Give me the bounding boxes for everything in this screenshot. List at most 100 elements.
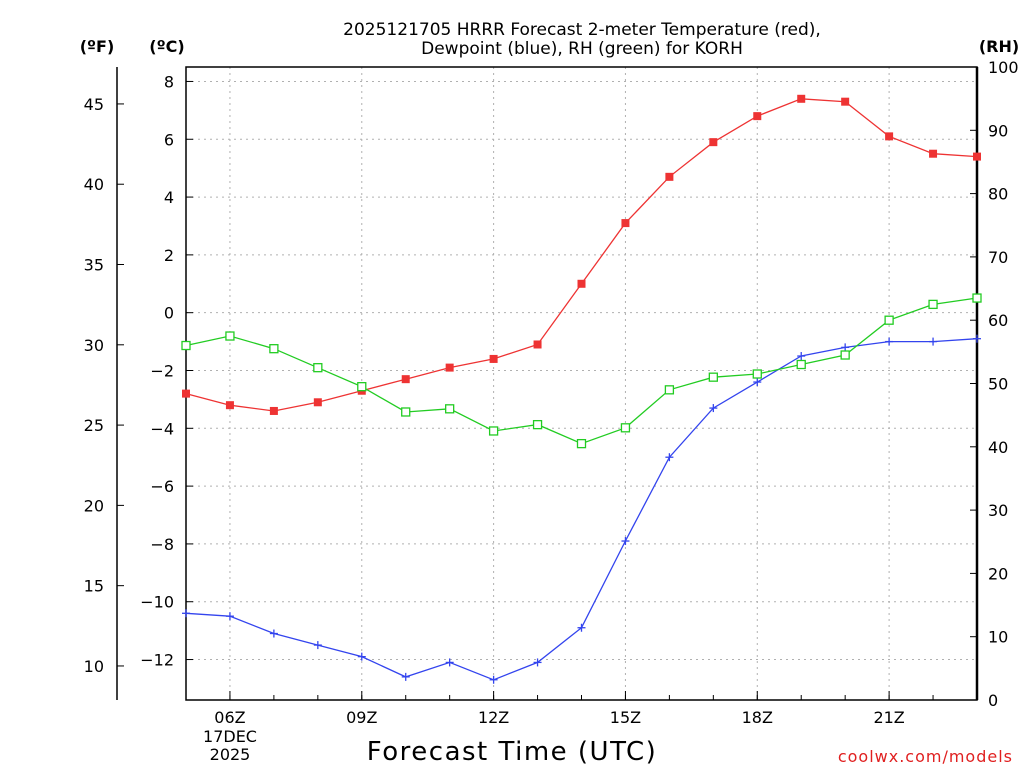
rh-point	[532, 419, 543, 430]
rh-point	[181, 340, 191, 351]
x-axis-title: Forecast Time (UTC)	[367, 737, 658, 767]
credit-text: coolwx.com/models	[838, 747, 1013, 766]
celsius-tick-label: 4	[164, 188, 174, 207]
temperature-point	[973, 152, 981, 161]
x-tick-label: 18Z	[742, 708, 773, 727]
temperature-point	[269, 406, 278, 415]
temperature-point	[401, 375, 410, 384]
fahrenheit-unit-label: (ºF)	[80, 37, 115, 56]
rh-point	[225, 331, 235, 341]
fahrenheit-tick-label: 15	[84, 577, 104, 596]
series-layer	[181, 94, 982, 684]
dewpoint-point	[357, 652, 366, 661]
dewpoint-point	[973, 334, 981, 343]
dewpoint-point	[577, 623, 586, 632]
dewpoint-point	[182, 609, 190, 618]
rh-point	[972, 293, 982, 303]
rh-point	[313, 363, 323, 373]
rh-point	[269, 344, 279, 354]
dewpoint-point	[401, 672, 410, 681]
rh-point	[752, 369, 762, 379]
rh-point	[840, 350, 850, 360]
rh-tick-label: 50	[988, 375, 1008, 394]
celsius-tick-label: 0	[164, 304, 174, 323]
celsius-tick-label: −12	[140, 651, 174, 670]
rh-tick-label: 70	[988, 248, 1008, 267]
temperature-point	[665, 172, 674, 181]
fahrenheit-tick-label: 20	[84, 496, 104, 515]
dewpoint-point	[489, 675, 498, 684]
x-tick-label: 06Z	[214, 708, 245, 727]
rh-tick-label: 40	[988, 438, 1008, 457]
temperature-point	[753, 112, 762, 121]
temperature-point	[929, 149, 938, 158]
temperature-point	[489, 354, 498, 363]
temperature-point	[885, 132, 894, 141]
rh-tick-label: 90	[988, 121, 1008, 140]
celsius-tick-label: −8	[150, 535, 174, 554]
temperature-point	[709, 138, 718, 147]
x-tick-label: 12Z	[478, 708, 509, 727]
rh-point	[620, 423, 631, 433]
celsius-tick-label: −6	[150, 477, 174, 496]
fahrenheit-tick-label: 30	[84, 336, 104, 355]
celsius-tick-label: −2	[150, 361, 174, 380]
temperature-point	[225, 401, 234, 410]
rh-point	[796, 359, 806, 370]
rh-point	[401, 407, 411, 417]
dewpoint-point	[665, 453, 674, 462]
temperature-point	[533, 340, 542, 349]
dewpoint-point	[709, 404, 718, 413]
temperature-point	[797, 94, 806, 103]
dewpoint-point	[929, 337, 938, 346]
rh-point	[488, 426, 499, 436]
temperature-point	[841, 97, 850, 106]
plot-frame	[185, 66, 978, 701]
grid	[186, 67, 977, 700]
fahrenheit-tick-label: 40	[84, 175, 104, 194]
temperature-point	[445, 363, 454, 372]
rh-tick-label: 80	[988, 185, 1008, 204]
rh-tick-label: 0	[988, 691, 998, 710]
date-label-day: 17DEC	[203, 727, 257, 746]
rh-tick-label: 10	[988, 628, 1008, 647]
rh-tick-label: 100	[988, 58, 1019, 77]
labels-layer: 2025121705 HRRR Forecast 2-meter Tempera…	[80, 20, 1019, 767]
temperature-point	[621, 219, 630, 228]
rh-point	[928, 299, 938, 310]
rh-tick-label: 20	[988, 564, 1008, 583]
dewpoint-point	[797, 352, 806, 361]
rh-point	[445, 404, 455, 414]
dewpoint-point	[841, 343, 850, 352]
dewpoint-point	[621, 537, 630, 546]
temperature-point	[313, 398, 322, 407]
celsius-tick-label: −10	[140, 593, 174, 612]
date-label-year: 2025	[210, 745, 251, 764]
dewpoint-point	[885, 337, 894, 346]
rh-tick-label: 30	[988, 501, 1008, 520]
dewpoint-point	[269, 629, 278, 638]
celsius-tick-label: 8	[164, 72, 174, 91]
fahrenheit-tick-label: 25	[84, 416, 104, 435]
celsius-unit-label: (ºC)	[149, 37, 184, 56]
x-tick-label: 15Z	[610, 708, 641, 727]
axes: 86420−2−4−6−8−10−12454035302520151010090…	[84, 58, 1019, 727]
rh-point	[708, 372, 718, 382]
dewpoint-point	[533, 658, 542, 667]
rh-point	[576, 438, 587, 449]
temperature-point	[182, 389, 190, 398]
celsius-tick-label: 2	[164, 246, 174, 265]
rh-point	[884, 315, 894, 325]
rh-point	[664, 385, 675, 395]
fahrenheit-tick-label: 10	[84, 657, 104, 676]
rh-unit-label: (RH)	[979, 37, 1019, 56]
dewpoint-point	[313, 641, 322, 650]
x-tick-label: 21Z	[873, 708, 904, 727]
temperature-point	[577, 279, 586, 288]
rh-tick-label: 60	[988, 311, 1008, 330]
chart-title-line1: 2025121705 HRRR Forecast 2-meter Tempera…	[343, 20, 821, 40]
x-tick-label: 09Z	[346, 708, 377, 727]
celsius-tick-label: −4	[150, 419, 174, 438]
dewpoint-point	[225, 612, 234, 621]
